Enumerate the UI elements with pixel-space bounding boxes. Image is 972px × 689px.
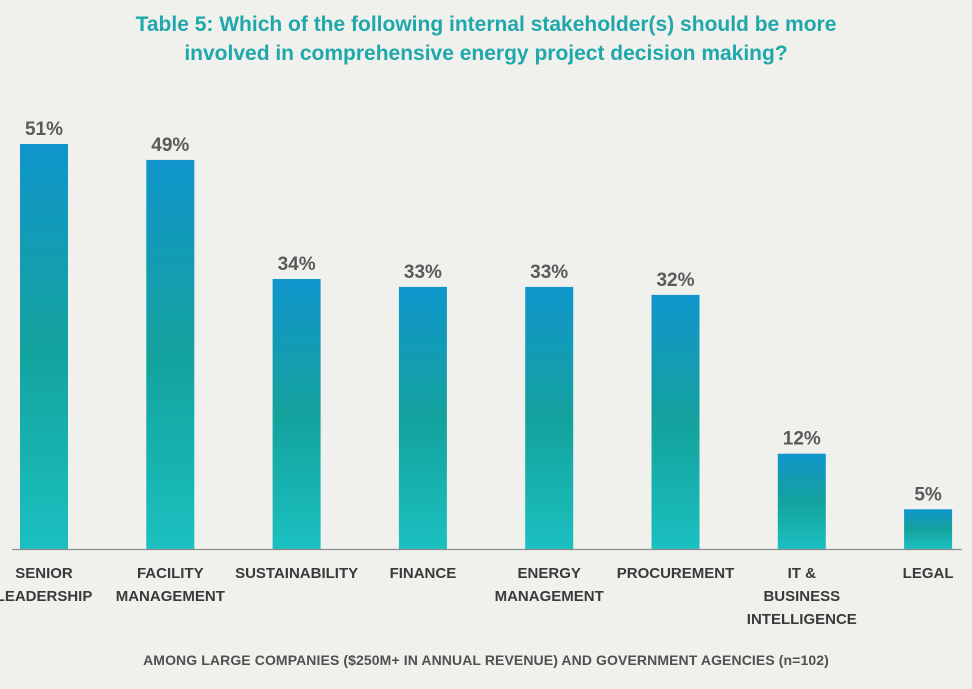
bar-8 <box>904 509 953 549</box>
bar-5 <box>525 286 574 549</box>
chart-title-line-1: Table 5: Which of the following internal… <box>135 13 837 36</box>
value-label-1: 51% <box>25 119 63 140</box>
category-label-8: LEGAL <box>903 565 954 582</box>
bar-6 <box>651 294 700 549</box>
category-label-2: FACILITY MANAGEMENT <box>116 565 225 605</box>
category-label-3: SUSTAINABILITY <box>235 565 358 582</box>
value-label-3: 34% <box>278 254 316 275</box>
chart-title-line-2: involved in comprehensive energy project… <box>184 42 788 65</box>
category-label-5: ENERGY MANAGEMENT <box>495 565 604 605</box>
category-label-1: SENIOR LEADERSHIP <box>0 565 92 605</box>
category-label-6: PROCUREMENT <box>617 565 735 582</box>
bar-2 <box>146 159 195 549</box>
value-label-4: 33% <box>404 262 442 283</box>
bar-3 <box>272 279 321 549</box>
value-label-7: 12% <box>783 429 821 450</box>
category-label-7: IT & BUSINESS INTELLIGENCE <box>747 565 857 628</box>
category-label-4: FINANCE <box>390 565 457 582</box>
bar-7 <box>777 453 826 549</box>
bar-1 <box>20 144 68 549</box>
value-label-5: 33% <box>530 262 568 283</box>
bar-4 <box>398 286 447 549</box>
value-label-8: 5% <box>914 484 942 505</box>
footnote: AMONG LARGE COMPANIES ($250M+ IN ANNUAL … <box>143 652 829 668</box>
chart-title: Table 5: Which of the following internal… <box>0 10 972 68</box>
value-label-6: 32% <box>656 270 694 291</box>
value-label-2: 49% <box>151 135 189 156</box>
